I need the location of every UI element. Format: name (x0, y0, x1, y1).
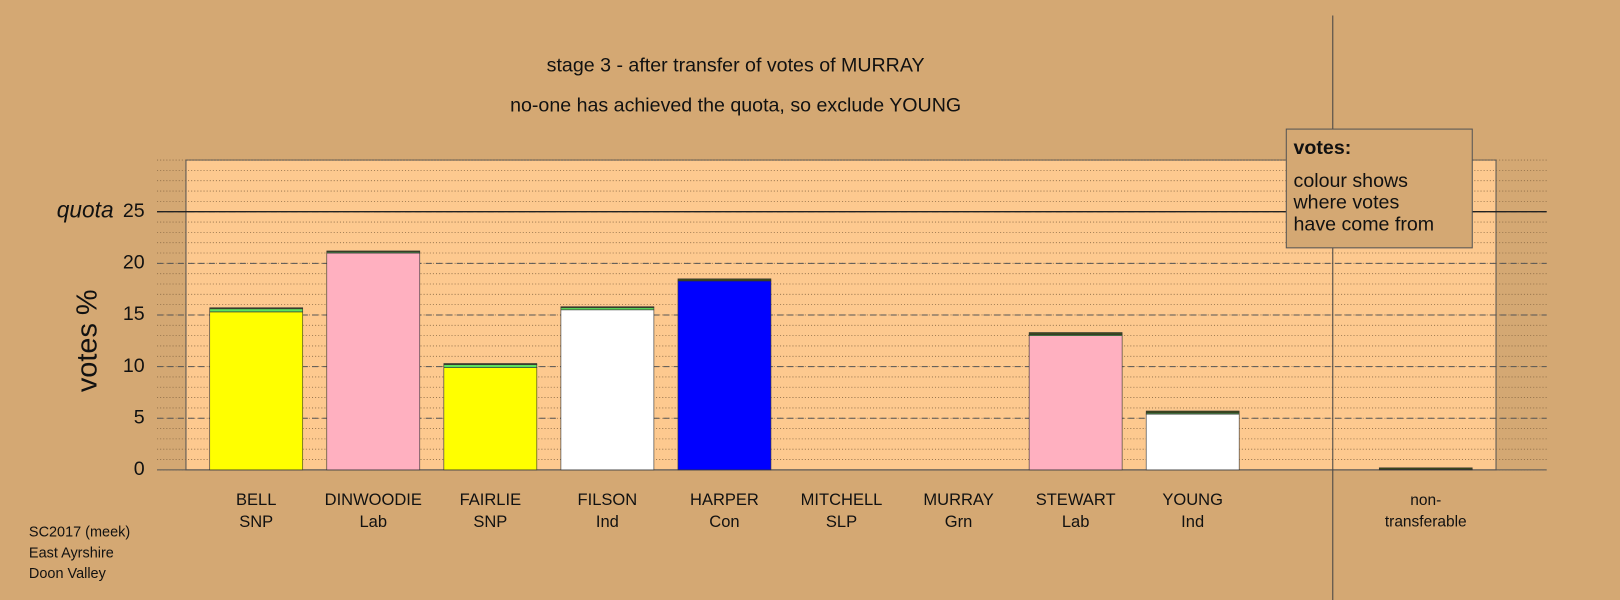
quota-label: quota (57, 197, 114, 223)
bar-segment (1028, 335, 1123, 471)
chart-title: stage 3 - after transfer of votes of MUR… (547, 54, 925, 76)
bar-segment (1145, 410, 1240, 414)
bar-segment (560, 309, 655, 471)
bar-segment (677, 278, 772, 282)
bar-segment (560, 307, 655, 311)
bar-segment (443, 367, 538, 471)
annotation-line: have come from (1294, 213, 1435, 235)
x-tick-label: FAIRLIE (460, 490, 522, 509)
x-tick-label: Lab (359, 512, 387, 531)
y-tick-label: 25 (123, 200, 145, 222)
x-tick-label: Grn (945, 512, 973, 531)
bar-segment (1145, 413, 1240, 471)
y-tick-label: 10 (123, 355, 145, 377)
bar-segment (1028, 332, 1123, 335)
annotation-line: where votes (1293, 192, 1400, 214)
x-tick-label: DINWOODIE (325, 490, 422, 509)
x-tick-label: SNP (239, 512, 273, 531)
x-tick-label: Ind (1181, 512, 1204, 531)
annotation-title: votes: (1294, 137, 1352, 159)
bar-segment (443, 364, 538, 368)
x-tick-label: SLP (826, 512, 857, 531)
footer-line: Doon Valley (29, 566, 107, 582)
x-tick-label: YOUNG (1162, 490, 1223, 509)
bar-segment (209, 307, 304, 310)
y-tick-label: 20 (123, 252, 145, 274)
x-tick-label: FILSON (578, 490, 638, 509)
bar-segment (443, 363, 538, 365)
x-tick-label: MURRAY (923, 490, 993, 509)
y-tick-label: 0 (134, 458, 145, 480)
x-tick-label: Con (709, 512, 739, 531)
x-tick-label: transferable (1385, 514, 1467, 531)
x-tick-label: SNP (473, 512, 507, 531)
x-tick-label: HARPER (690, 490, 759, 509)
y-tick-label: 5 (134, 406, 145, 428)
bar-segment (326, 252, 421, 471)
bar-segment (326, 250, 421, 253)
bar-segment (209, 311, 304, 471)
bar-segment (677, 280, 772, 471)
footer-line: SC2017 (meek) (29, 525, 130, 541)
bar-segment (560, 306, 655, 309)
x-tick-label: BELL (236, 490, 276, 509)
x-tick-label: Ind (596, 512, 619, 531)
annotation-box (1285, 128, 1473, 249)
x-tick-label: STEWART (1036, 490, 1116, 509)
bar-segment (209, 308, 304, 313)
x-tick-label: Lab (1062, 512, 1090, 531)
annotation: votes: colour shows where votes have com… (1285, 128, 1473, 249)
bar-segment (1378, 467, 1473, 470)
chart-subtitle: no-one has achieved the quota, so exclud… (510, 95, 961, 117)
y-axis-label: votes % (71, 289, 103, 392)
y-tick-label: 15 (123, 303, 145, 325)
footer-line: East Ayrshire (29, 545, 114, 561)
x-tick-label: MITCHELL (801, 490, 883, 509)
x-tick-label: non- (1410, 492, 1441, 509)
annotation-line: colour shows (1294, 170, 1409, 192)
